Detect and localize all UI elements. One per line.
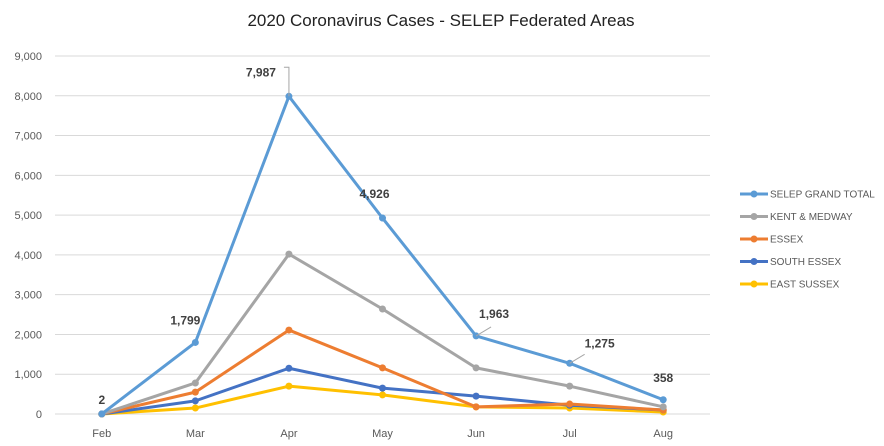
y-axis: 0 1,000 2,000 3,000 4,000 5,000 6,000 7,000 8,00… xyxy=(14,51,42,421)
y-tick-label: 6,000 xyxy=(14,170,42,182)
x-tick-label: Mar xyxy=(186,428,205,440)
data-label: 4,926 xyxy=(359,187,389,201)
data-point xyxy=(191,397,199,405)
data-point xyxy=(379,384,386,392)
x-tick-label: Aug xyxy=(653,428,673,440)
legend-item: EAST SUSSEX xyxy=(740,280,840,291)
data-point xyxy=(191,404,199,412)
legend-item: KENT & MEDWAY xyxy=(740,212,853,223)
data-point xyxy=(379,391,386,399)
y-tick-label: 1,000 xyxy=(14,369,42,381)
x-axis: Feb Mar Apr May Jun Jul Aug xyxy=(92,428,673,440)
data-point xyxy=(285,364,293,372)
data-point xyxy=(472,364,480,372)
gridlines xyxy=(55,55,710,415)
legend-label: EAST SUSSEX xyxy=(770,280,840,291)
legend-item: SOUTH ESSEX xyxy=(740,257,841,268)
data-point xyxy=(659,403,667,411)
y-tick-label: 0 xyxy=(36,409,42,421)
data-point xyxy=(566,400,574,408)
data-point xyxy=(379,214,386,222)
legend-marker xyxy=(750,280,758,288)
y-tick-label: 9,000 xyxy=(14,51,42,63)
data-label: 2 xyxy=(98,393,105,407)
data-label: 358 xyxy=(653,371,673,385)
data-point xyxy=(285,250,293,258)
series-group xyxy=(98,92,667,418)
legend-marker xyxy=(750,235,758,243)
chart-title: 2020 Coronavirus Cases - SELEP Federated… xyxy=(247,11,634,30)
leader-line xyxy=(569,353,585,364)
legend-item: ESSEX xyxy=(740,235,804,246)
leader-line xyxy=(475,326,492,337)
data-point xyxy=(566,382,574,390)
legend-label: SELEP GRAND TOTAL xyxy=(770,190,875,201)
legend-marker xyxy=(750,213,758,220)
data-point xyxy=(472,392,480,400)
data-label: 1,799 xyxy=(170,313,200,327)
data-point xyxy=(191,388,199,396)
y-tick-label: 5,000 xyxy=(14,210,42,222)
legend: SELEP GRAND TOTAL KENT & MEDWAY ESSEX SOUTH… xyxy=(740,190,875,291)
legend-item: SELEP GRAND TOTAL xyxy=(740,190,875,201)
data-point xyxy=(379,364,386,372)
legend-label: ESSEX xyxy=(770,235,804,246)
legend-marker xyxy=(750,190,758,198)
legend-marker xyxy=(750,258,758,265)
y-tick-label: 4,000 xyxy=(14,250,42,262)
data-labels: 2 1,799 7,987 4,926 1,963 1,275 358 xyxy=(98,65,673,407)
data-point xyxy=(472,403,480,411)
data-point xyxy=(379,305,386,313)
y-tick-label: 7,000 xyxy=(14,131,42,143)
data-point xyxy=(191,379,199,387)
y-tick-label: 8,000 xyxy=(14,91,42,103)
data-label: 7,987 xyxy=(246,65,276,79)
data-label: 1,275 xyxy=(585,336,615,350)
data-label: 1,963 xyxy=(479,307,509,321)
x-tick-label: Feb xyxy=(92,428,111,440)
x-tick-label: Apr xyxy=(280,428,297,440)
legend-label: SOUTH ESSEX xyxy=(770,257,841,268)
data-point xyxy=(659,396,667,404)
leader-line xyxy=(283,66,290,97)
x-tick-label: Jul xyxy=(563,428,577,440)
data-point xyxy=(191,338,199,346)
x-tick-label: May xyxy=(372,428,393,440)
y-tick-label: 3,000 xyxy=(14,290,42,302)
data-point xyxy=(285,382,293,390)
legend-label: KENT & MEDWAY xyxy=(770,212,853,223)
y-tick-label: 2,000 xyxy=(14,329,42,341)
data-point xyxy=(98,410,106,418)
x-tick-label: Jun xyxy=(467,428,485,440)
data-point xyxy=(285,326,293,334)
